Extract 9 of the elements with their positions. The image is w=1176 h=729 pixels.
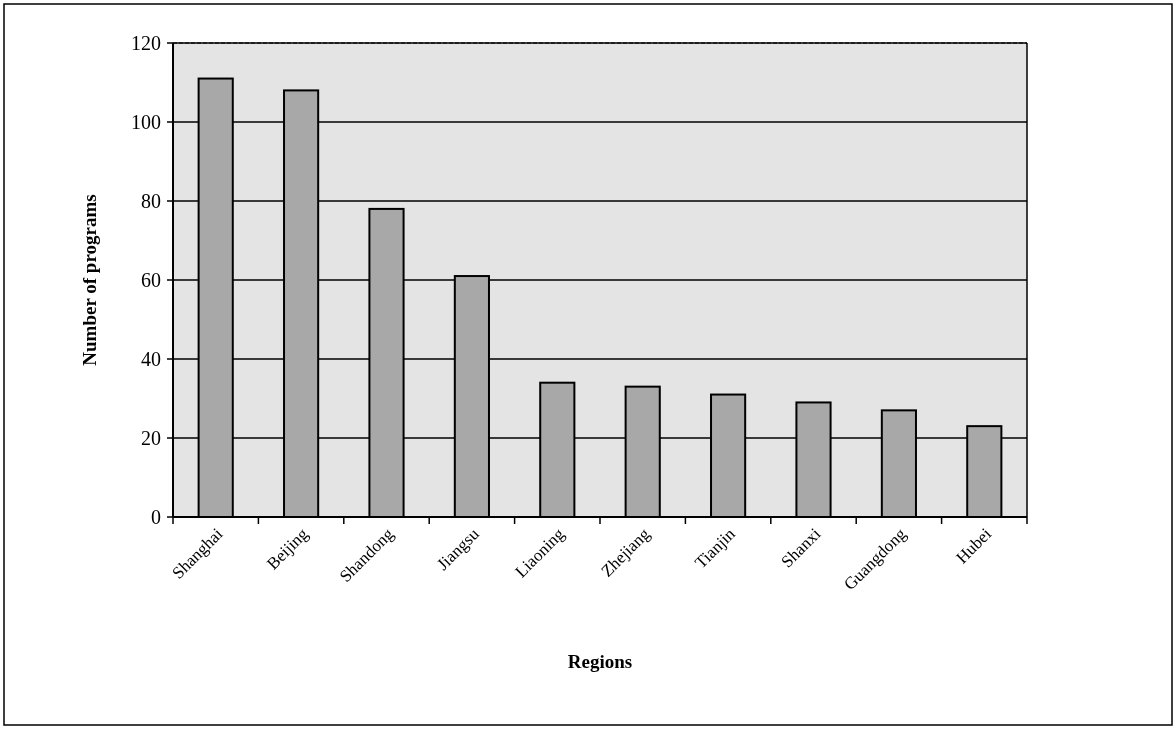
y-tick-label: 40 [141,348,161,370]
y-tick-label: 100 [131,111,161,133]
y-tick-label: 120 [131,32,161,54]
y-axis-title: Number of programs [79,194,100,366]
y-tick-label: 80 [141,190,161,212]
x-axis-title: Regions [567,651,633,672]
y-tick-label: 0 [151,506,161,528]
y-tick-label: 20 [141,427,161,449]
y-tick-label: 60 [141,269,161,291]
